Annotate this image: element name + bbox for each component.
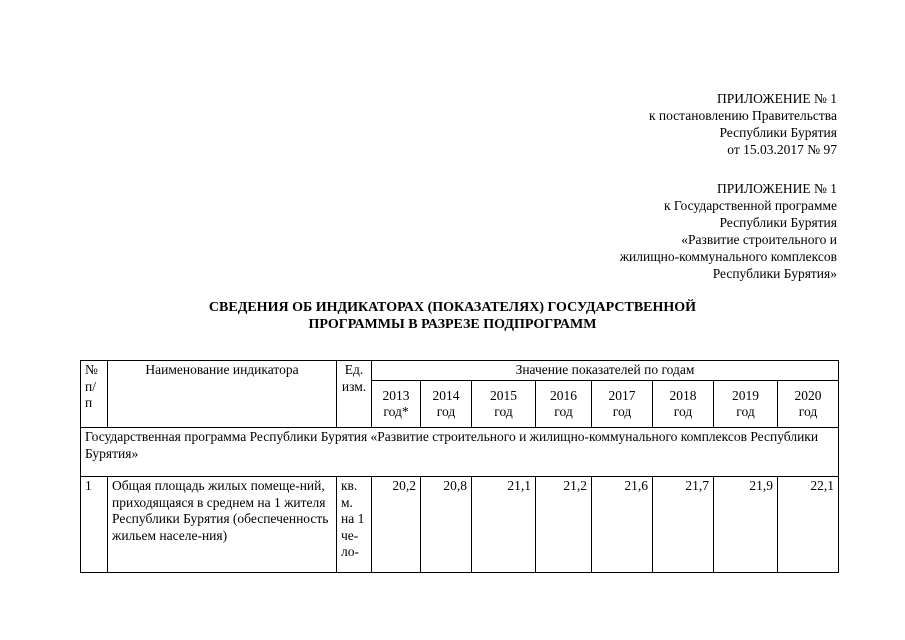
year-header: 2016 год (535, 380, 592, 428)
appendix-line: «Развитие строительного и (681, 232, 837, 247)
appendix-line: от 15.03.2017 № 97 (727, 142, 837, 157)
row-unit: кв. м. на 1 че-ло- (336, 476, 372, 573)
year-header: 2019 год (713, 380, 778, 428)
appendix-header-2: ПРИЛОЖЕНИЕ № 1 к Государственной програм… (620, 180, 837, 282)
year-header: 2014 год (420, 380, 472, 428)
value-cell: 22,1 (777, 476, 839, 573)
appendix-line: к постановлению Правительства (648, 108, 837, 123)
value-cell: 21,7 (652, 476, 714, 573)
year-header-line: год (494, 404, 513, 419)
value-cell: 21,2 (535, 476, 592, 573)
document-title: СВЕДЕНИЯ ОБ ИНДИКАТОРАХ (ПОКАЗАТЕЛЯХ) ГО… (0, 299, 905, 333)
appendix-line: к Государственной программе (663, 198, 837, 213)
appendix-line: Республики Бурятия (719, 125, 837, 140)
header-unit: Ед. изм. (336, 360, 372, 428)
appendix-line: жилищно-коммунального комплексов (619, 249, 837, 264)
appendix-line: Республики Бурятия» (712, 266, 837, 281)
appendix-line: Республики Бурятия (719, 215, 837, 230)
header-num: № п/п (80, 360, 108, 428)
year-header-line: год (612, 404, 632, 419)
value-cell: 21,1 (471, 476, 536, 573)
year-header: 2020 год (777, 380, 839, 428)
year-header-line: 2015 (490, 387, 517, 403)
year-header-line: год (554, 404, 573, 419)
header-values: Значение показателей по годам (371, 360, 839, 381)
value-cell: 21,9 (713, 476, 778, 573)
appendix-line: ПРИЛОЖЕНИЕ № 1 (716, 91, 837, 106)
value-cell: 20,2 (371, 476, 421, 573)
value-cell: 21,6 (591, 476, 653, 573)
year-header: 2015 год (471, 380, 536, 428)
year-header: 2017 год (591, 380, 653, 428)
title-line: СВЕДЕНИЯ ОБ ИНДИКАТОРАХ (ПОКАЗАТЕЛЯХ) ГО… (208, 300, 697, 315)
year-header-line: год (798, 404, 818, 419)
year-header-line: 2018 (669, 387, 697, 403)
year-header-line: год (673, 404, 693, 419)
year-header-line: год* (383, 404, 409, 419)
year-header-line: 2019 (732, 387, 759, 403)
header-name: Наименование индикатора (107, 360, 337, 428)
year-header-line: год (436, 404, 456, 419)
year-header-line: 2013 (382, 387, 410, 403)
appendix-header-1: ПРИЛОЖЕНИЕ № 1 к постановлению Правитель… (649, 90, 837, 158)
program-row: Государственная программа Республики Бур… (80, 427, 839, 477)
year-header-line: 2020 (794, 387, 822, 403)
appendix-line: ПРИЛОЖЕНИЕ № 1 (716, 181, 837, 196)
year-header-line: 2016 (550, 387, 577, 403)
title-line: ПРОГРАММЫ В РАЗРЕЗЕ ПОДПРОГРАММ (308, 317, 597, 332)
row-name: Общая площадь жилых помеще-ний, приходящ… (107, 476, 337, 573)
year-header-line: 2017 (608, 387, 636, 403)
indicators-table: № п/п Наименование индикатора Ед. изм. З… (80, 360, 839, 573)
year-header-line: год (736, 404, 755, 419)
value-cell: 20,8 (420, 476, 472, 573)
year-header: 2018 год (652, 380, 714, 428)
row-num: 1 (80, 476, 108, 573)
year-header-line: 2014 (432, 387, 460, 403)
year-header: 2013 год* (371, 380, 421, 428)
